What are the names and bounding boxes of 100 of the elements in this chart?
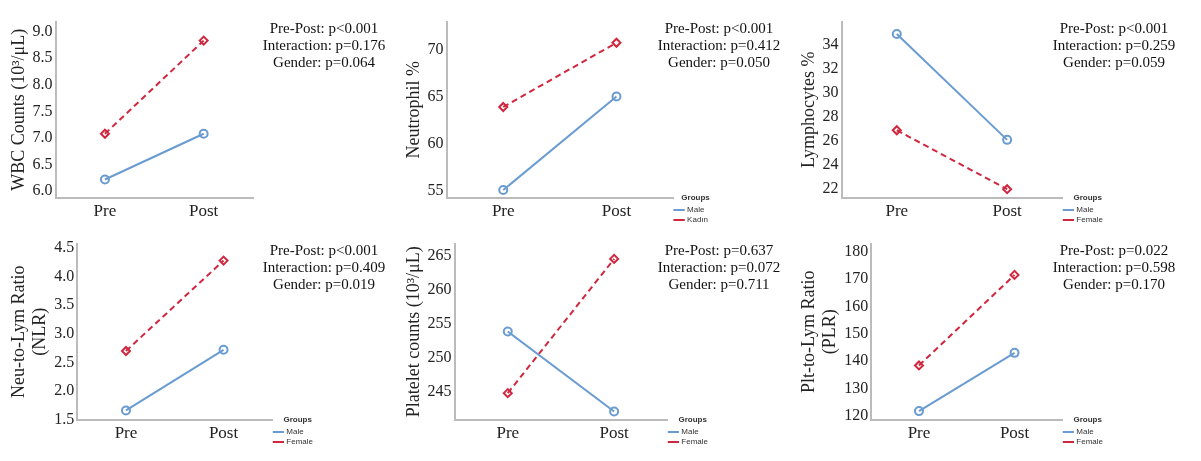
point bbox=[502, 388, 513, 399]
y-axis-title: Neutrophil % bbox=[402, 61, 423, 159]
annotation: Pre-Post: p=0.022 bbox=[1058, 242, 1170, 259]
y-tick-label: 140 bbox=[844, 351, 869, 369]
annotation: Interaction: p=0.072 bbox=[656, 259, 782, 276]
y-tick-label: 265 bbox=[427, 246, 452, 264]
point bbox=[1009, 347, 1020, 358]
y-axis-title: Plt-to-Lym Ratio (PLR) bbox=[797, 270, 841, 394]
y-tick-label: 150 bbox=[844, 323, 869, 341]
point bbox=[218, 255, 229, 266]
legend-label: Female bbox=[1076, 437, 1104, 447]
point bbox=[498, 101, 509, 112]
y-tick-label: 6.0 bbox=[32, 181, 53, 199]
annotation: Pre-Post: p<0.001 bbox=[663, 20, 775, 37]
x-tick-label: Post bbox=[992, 201, 1023, 221]
x-tick-label: Post bbox=[189, 201, 219, 221]
legend-label: Kadın bbox=[687, 215, 708, 225]
x-tick-label: Post bbox=[599, 423, 630, 443]
legend-label: Female bbox=[681, 437, 709, 447]
point bbox=[198, 35, 209, 46]
text: Gender: p=0.170 bbox=[1062, 276, 1166, 293]
y-tick-label: 32 bbox=[822, 59, 839, 77]
y-tick-label: 4.5 bbox=[54, 238, 75, 256]
annotation: Gender: p=0.050 bbox=[667, 54, 771, 71]
text: Gender: p=0.019 bbox=[272, 276, 376, 293]
y-tick-label: 7.0 bbox=[32, 128, 53, 146]
y-tick-label: 60 bbox=[427, 133, 444, 151]
point bbox=[913, 360, 924, 371]
legend-label: Male bbox=[687, 205, 705, 215]
point bbox=[913, 406, 924, 417]
annotation: Interaction: p=0.259 bbox=[1051, 37, 1177, 54]
y-tick-label: 1.5 bbox=[54, 409, 75, 427]
y-tick-label: 6.5 bbox=[32, 154, 53, 172]
point bbox=[198, 128, 209, 139]
y-axis-title: Lymphocytes % bbox=[797, 51, 818, 169]
x-tick-label: Pre bbox=[885, 201, 909, 221]
y-tick-label: 8.0 bbox=[32, 74, 53, 92]
annotation: Interaction: p=0.412 bbox=[656, 37, 782, 54]
annotation: Interaction: p=0.598 bbox=[1051, 259, 1177, 276]
point bbox=[611, 91, 622, 102]
y-tick-label: 130 bbox=[844, 378, 869, 396]
y-tick-label: 22 bbox=[822, 179, 839, 197]
y-tick-label: 2.0 bbox=[54, 381, 75, 399]
y-tick-label: 9.0 bbox=[32, 21, 53, 39]
legend-label: Female bbox=[1076, 215, 1104, 225]
legend-title: Groups bbox=[283, 414, 313, 424]
legend-title: Groups bbox=[681, 192, 711, 202]
point bbox=[1009, 269, 1020, 280]
point bbox=[1002, 184, 1013, 195]
text: Interaction: p=0.176 bbox=[261, 37, 387, 54]
legend-label: Male bbox=[1076, 205, 1095, 215]
point bbox=[502, 326, 513, 337]
x-tick-label: Post bbox=[999, 423, 1030, 443]
y-tick-label: 3.0 bbox=[54, 324, 75, 342]
x-tick-label: Pre bbox=[907, 423, 931, 443]
y-tick-label: 170 bbox=[844, 269, 869, 287]
y-tick-label: 255 bbox=[427, 314, 452, 332]
x-tick-label: Post bbox=[208, 423, 239, 443]
y-tick-label: 55 bbox=[427, 181, 444, 199]
x-tick-label: Post bbox=[601, 201, 632, 221]
y-tick-label: 120 bbox=[844, 405, 869, 423]
y-axis-title: WBC Counts (10³/μL) bbox=[7, 28, 29, 191]
y-tick-label: 26 bbox=[822, 131, 839, 149]
y-tick-label: 70 bbox=[427, 39, 444, 57]
legend-title: Groups bbox=[678, 414, 708, 424]
legend-label: Female bbox=[286, 437, 314, 447]
y-tick-label: 8.5 bbox=[32, 48, 53, 66]
point bbox=[891, 125, 902, 136]
point bbox=[120, 405, 131, 416]
text: Gender: p=0.711 bbox=[667, 276, 771, 293]
y-tick-label: 4.0 bbox=[54, 266, 75, 284]
point bbox=[609, 253, 620, 264]
text: Gender: p=0.059 bbox=[1062, 54, 1166, 71]
y-tick-label: 250 bbox=[427, 348, 452, 366]
y-tick-label: 260 bbox=[427, 280, 452, 298]
y-tick-label: 24 bbox=[822, 155, 839, 173]
x-tick-label: Pre bbox=[93, 201, 117, 221]
point bbox=[1002, 134, 1013, 145]
point bbox=[120, 345, 131, 356]
point bbox=[891, 29, 902, 40]
y-tick-label: 245 bbox=[427, 382, 452, 400]
legend-title: Groups bbox=[1073, 192, 1103, 202]
y-axis-title: Platelet counts (10³/μL) bbox=[402, 246, 424, 418]
legend-title: Groups bbox=[1073, 414, 1103, 424]
y-tick-label: 30 bbox=[822, 83, 839, 101]
y-tick-label: 3.5 bbox=[54, 295, 75, 313]
point bbox=[99, 128, 110, 139]
y-tick-label: 160 bbox=[844, 296, 869, 314]
x-tick-label: Pre bbox=[114, 423, 138, 443]
annotation: Pre-Post: p=0.637 bbox=[663, 242, 775, 259]
point bbox=[611, 37, 622, 48]
annotation: Pre-Post: p<0.001 bbox=[1058, 20, 1170, 37]
point bbox=[609, 406, 620, 417]
x-tick-label: Pre bbox=[496, 423, 520, 443]
point bbox=[498, 185, 509, 196]
annotation: Pre-Post: p<0.001 bbox=[268, 242, 380, 259]
legend-label: Male bbox=[681, 427, 700, 437]
y-tick-label: 34 bbox=[822, 35, 839, 53]
x-tick-label: Pre bbox=[491, 201, 515, 221]
legend-label: Male bbox=[1076, 427, 1095, 437]
